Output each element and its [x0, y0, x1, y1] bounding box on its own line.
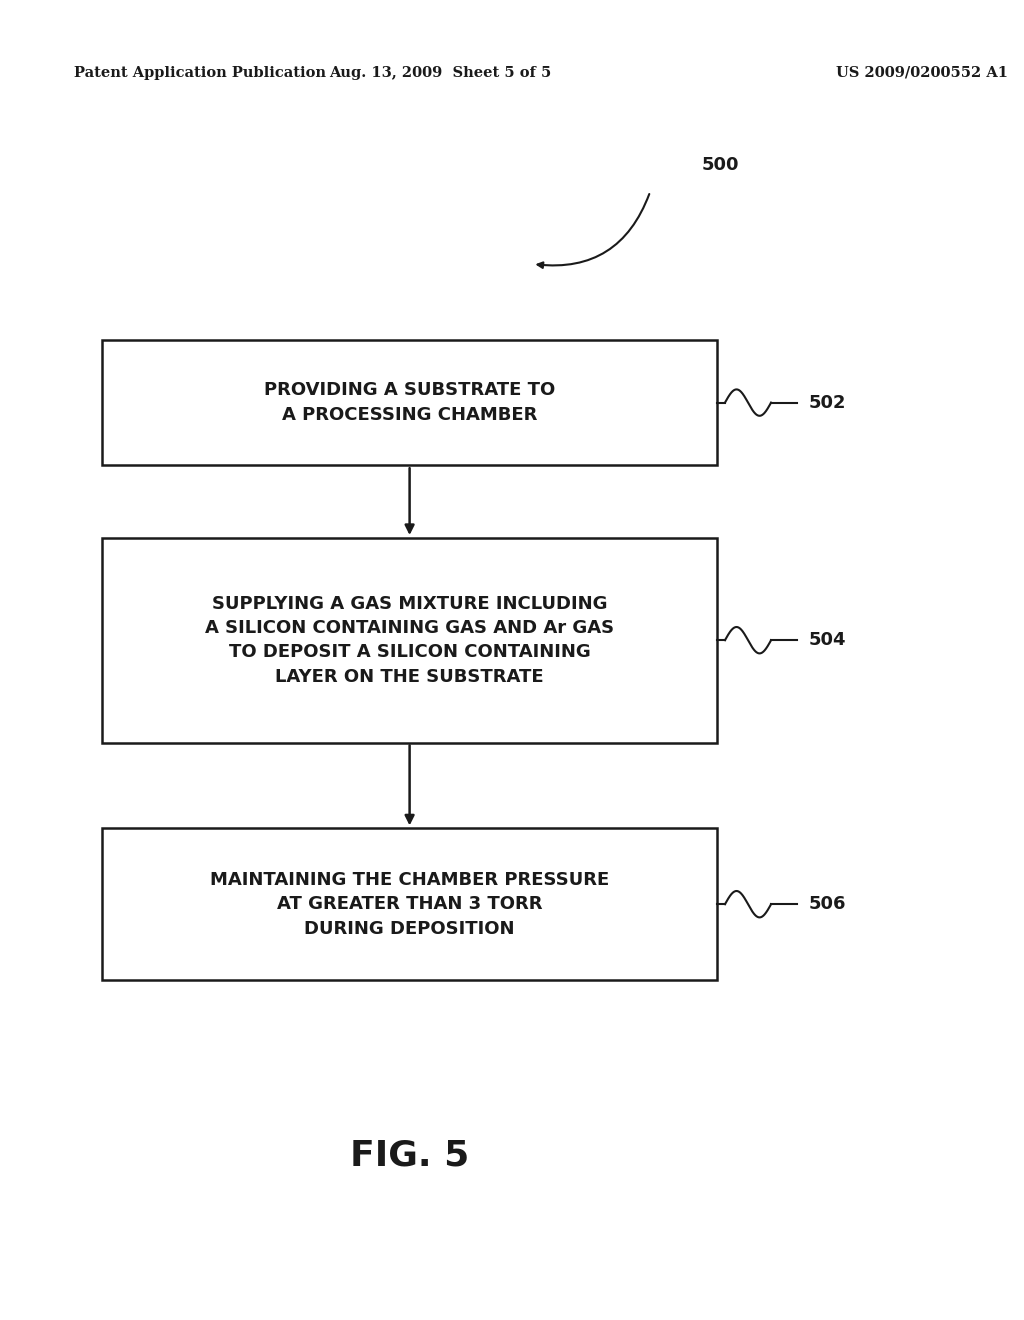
FancyBboxPatch shape — [102, 341, 717, 466]
Text: Aug. 13, 2009  Sheet 5 of 5: Aug. 13, 2009 Sheet 5 of 5 — [329, 66, 552, 79]
Text: US 2009/0200552 A1: US 2009/0200552 A1 — [836, 66, 1008, 79]
Text: MAINTAINING THE CHAMBER PRESSURE
AT GREATER THAN 3 TORR
DURING DEPOSITION: MAINTAINING THE CHAMBER PRESSURE AT GREA… — [210, 871, 609, 937]
FancyArrowPatch shape — [406, 469, 414, 532]
Text: PROVIDING A SUBSTRATE TO
A PROCESSING CHAMBER: PROVIDING A SUBSTRATE TO A PROCESSING CH… — [264, 381, 555, 424]
Text: 506: 506 — [809, 895, 847, 913]
FancyBboxPatch shape — [102, 829, 717, 979]
FancyBboxPatch shape — [102, 539, 717, 742]
FancyArrowPatch shape — [538, 194, 649, 268]
Text: FIG. 5: FIG. 5 — [350, 1138, 469, 1172]
FancyArrowPatch shape — [406, 746, 414, 822]
Text: 502: 502 — [809, 393, 847, 412]
Text: Patent Application Publication: Patent Application Publication — [74, 66, 326, 79]
Text: 500: 500 — [701, 156, 739, 174]
Text: SUPPLYING A GAS MIXTURE INCLUDING
A SILICON CONTAINING GAS AND Ar GAS
TO DEPOSIT: SUPPLYING A GAS MIXTURE INCLUDING A SILI… — [205, 595, 614, 685]
Text: 504: 504 — [809, 631, 847, 649]
